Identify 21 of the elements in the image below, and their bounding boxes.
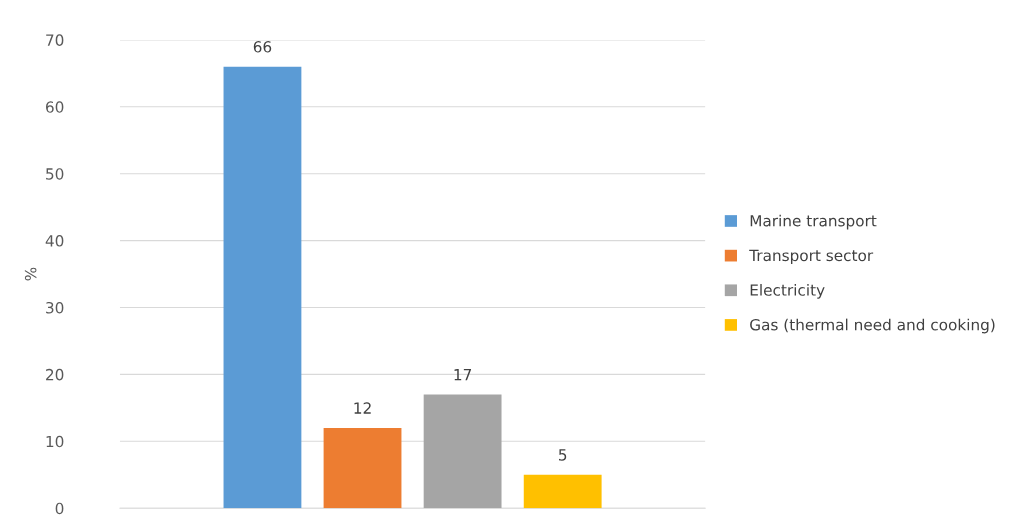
- y-tick-label: 30: [46, 301, 64, 314]
- data-label: 66: [253, 41, 272, 53]
- bar: [323, 427, 402, 509]
- y-tick-label: 60: [46, 101, 64, 113]
- bar: [523, 474, 602, 509]
- y-tick-label: 50: [46, 168, 64, 180]
- y-tick-label: 40: [45, 235, 64, 247]
- y-axis-title: %: [24, 267, 37, 281]
- legend-label: Electricity: [750, 283, 825, 299]
- data-label: 12: [354, 402, 371, 414]
- y-tick-label: 0: [55, 502, 64, 515]
- y-tick-label: 20: [46, 368, 64, 381]
- legend-label: Marine transport: [750, 214, 877, 230]
- bar: [223, 66, 302, 509]
- y-tick-label: 10: [46, 435, 64, 448]
- bar: [423, 394, 502, 509]
- legend-label: Gas (thermal need and cooking): [750, 318, 995, 334]
- y-tick-label: 70: [46, 34, 64, 46]
- legend-label: Transport sector: [749, 249, 874, 265]
- data-label: 5: [559, 449, 567, 461]
- data-label: 17: [454, 369, 472, 381]
